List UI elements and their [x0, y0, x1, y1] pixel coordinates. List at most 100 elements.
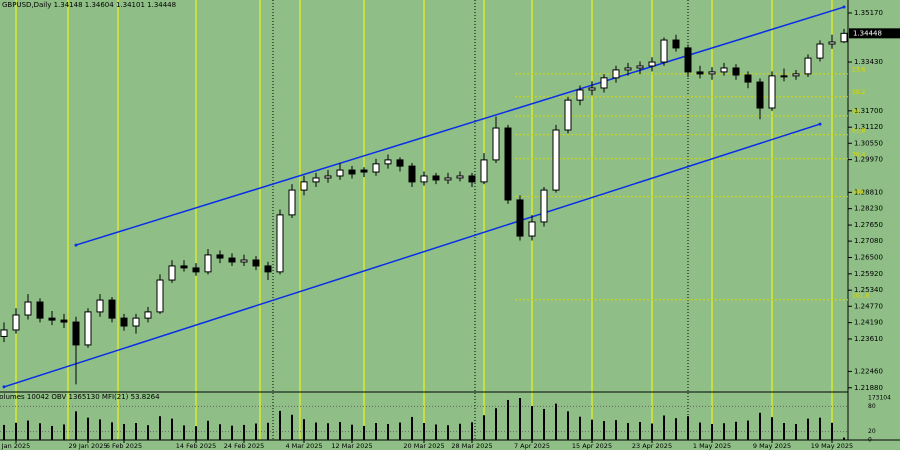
candle-body [660, 39, 668, 63]
volume-bar [495, 408, 497, 440]
candle-body [480, 159, 488, 183]
candle-body [552, 129, 560, 191]
fib-label: 38.2 [852, 89, 866, 96]
volume-bar [783, 423, 785, 440]
candle-body [180, 265, 188, 269]
volume-bar [747, 420, 749, 440]
x-tick-label: 9 May 2025 [753, 442, 791, 450]
volume-bar [183, 425, 185, 440]
candle-body [240, 259, 248, 263]
y-tick-label: 1.28810 [854, 188, 883, 196]
volume-bar [15, 422, 17, 440]
close-value: 1.34448 [147, 1, 176, 9]
volume-bar [243, 424, 245, 440]
candle-body [216, 254, 224, 259]
volume-bar [711, 423, 713, 440]
volume-bar [267, 422, 269, 440]
volume-bar [339, 422, 341, 440]
candle-body [504, 127, 512, 201]
candle-body [840, 32, 848, 43]
chart-header: GBPUSD,Daily 1.34148 1.34604 1.34101 1.3… [2, 1, 176, 9]
volume-bar [195, 426, 197, 440]
volume-bar [303, 419, 305, 440]
fib-label: 100 [852, 189, 864, 196]
volume-bar [807, 418, 809, 440]
candle-body [60, 319, 68, 323]
candle-body [84, 311, 92, 346]
y-tick-label: 1.23610 [854, 335, 883, 343]
candle-body [204, 254, 212, 273]
volume-bar [699, 422, 701, 440]
candle-body [732, 67, 740, 76]
open-value: 1.34148 [54, 1, 83, 9]
candle-body [624, 67, 632, 71]
candle-body [144, 311, 152, 319]
candle-body [444, 177, 452, 181]
candle-body [348, 169, 356, 175]
mfi-tick-label: 20 [868, 428, 876, 435]
candle-body [648, 61, 656, 67]
candle-body [36, 301, 44, 319]
volume-bar [723, 423, 725, 440]
y-tick-label: 1.27080 [854, 237, 883, 245]
low-value: 1.34101 [116, 1, 145, 9]
y-tick-label: 1.31120 [854, 123, 883, 131]
y-tick-label: 1.26500 [854, 253, 883, 261]
volume-bar [555, 403, 557, 440]
candle-body [564, 99, 572, 131]
x-tick-label: 29 Jan 2025 [69, 442, 108, 450]
candle-body [468, 175, 476, 183]
x-tick-label: 7 Apr 2025 [514, 442, 550, 450]
volume-bar [99, 419, 101, 440]
volume-bar [363, 425, 365, 440]
volume-bar [315, 422, 317, 440]
candle-body [132, 317, 140, 327]
volume-bar [3, 424, 5, 440]
volume-bar [459, 423, 461, 440]
y-tick-label: 1.29970 [854, 156, 883, 164]
candle-body [168, 265, 176, 281]
volume-bar [531, 406, 533, 440]
candle-body [684, 47, 692, 73]
candle-body [516, 199, 524, 237]
volume-bar [447, 425, 449, 440]
volume-bar [639, 422, 641, 440]
x-tick-label: 24 Feb 2025 [224, 442, 264, 450]
volume-bar [471, 422, 473, 440]
fib-label: 23.6 [852, 66, 866, 73]
candle-body [636, 65, 644, 69]
y-tick-label: 1.25340 [854, 286, 883, 294]
volume-bar [507, 399, 509, 440]
candle-body [12, 314, 20, 331]
volume-bar [39, 423, 41, 440]
candle-body [108, 299, 116, 319]
candle-body [672, 39, 680, 49]
x-tick-label: 20 Mar 2025 [403, 442, 444, 450]
candle-body [432, 175, 440, 181]
volume-bar [591, 419, 593, 440]
volume-bar [651, 423, 653, 440]
channel-point [842, 5, 846, 9]
candle-body [408, 165, 416, 183]
candle-body [396, 159, 404, 167]
volume-bar [687, 416, 689, 440]
mfi-tick-label: 80 [868, 403, 876, 410]
volume-bar [519, 398, 521, 440]
y-tick-label: 1.27650 [854, 221, 883, 229]
volume-bar [255, 423, 257, 440]
y-tick-label: 1.31700 [854, 107, 883, 115]
candle-body [708, 71, 716, 75]
candle-body [696, 71, 704, 75]
candle-body [276, 214, 284, 273]
x-tick-label: Jan 2025 [1, 442, 31, 450]
volume-bar [435, 424, 437, 440]
volume-bar [603, 421, 605, 440]
volume-bar [843, 437, 845, 440]
y-tick-label: 1.33430 [854, 58, 883, 66]
candle-body [192, 267, 200, 273]
candle-body [588, 87, 596, 91]
x-tick-label: 6 Feb 2025 [106, 442, 142, 450]
volume-bar [327, 423, 329, 440]
